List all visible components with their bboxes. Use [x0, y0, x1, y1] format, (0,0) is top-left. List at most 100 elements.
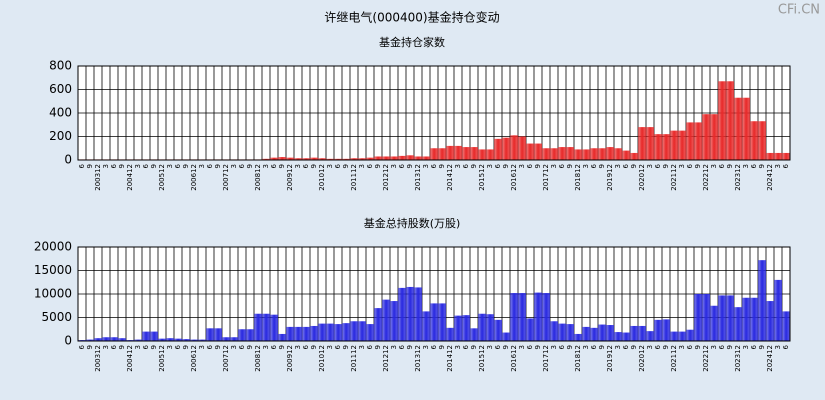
bar: [758, 121, 766, 160]
x-tick-label: 6: [238, 344, 246, 349]
y-tick-label: 0: [64, 153, 72, 167]
x-tick-label: 6: [526, 344, 534, 349]
bar: [670, 331, 678, 341]
x-tick-label: 9: [246, 164, 254, 168]
x-tick-label: 202412: [766, 164, 774, 191]
bar: [622, 332, 630, 341]
bar: [694, 294, 702, 341]
bar: [430, 148, 438, 160]
bar: [342, 158, 350, 160]
bar: [366, 324, 374, 341]
bar: [142, 331, 150, 341]
bar: [110, 337, 118, 341]
x-tick-label: 3: [262, 345, 270, 349]
bar: [566, 324, 574, 341]
bar: [334, 324, 342, 341]
x-tick-label: 3: [390, 345, 398, 349]
bar: [454, 315, 462, 341]
bar: [166, 338, 174, 341]
y-tick-label: 5000: [41, 310, 72, 324]
x-tick-label: 200512: [158, 345, 166, 372]
x-tick-label: 3: [518, 164, 526, 168]
bar: [310, 157, 318, 160]
x-tick-label: 201212: [382, 345, 390, 372]
x-tick-label: 6: [494, 163, 502, 168]
x-tick-label: 3: [454, 345, 462, 349]
x-tick-label: 6: [622, 344, 630, 349]
bar: [534, 143, 542, 160]
bar: [502, 137, 510, 160]
x-tick-label: 6: [142, 163, 150, 168]
bar: [454, 145, 462, 160]
x-tick-label: 9: [502, 164, 510, 168]
x-tick-label: 3: [390, 164, 398, 168]
bar: [350, 158, 358, 160]
bar: [246, 329, 254, 341]
bar: [694, 122, 702, 160]
x-tick-label: 201812: [574, 345, 582, 372]
x-tick-label: 6: [462, 344, 470, 349]
bar: [550, 148, 558, 160]
x-tick-label: 202012: [638, 345, 646, 372]
x-tick-label: 201812: [574, 164, 582, 191]
x-tick-label: 202112: [670, 164, 678, 191]
x-tick-label: 9: [662, 345, 670, 349]
bar: [350, 321, 358, 341]
x-tick-label: 9: [534, 345, 542, 349]
bar: [382, 156, 390, 160]
x-tick-label: 6: [430, 163, 438, 168]
bar: [646, 127, 654, 160]
y-tick-label: 15000: [34, 263, 72, 277]
x-tick-label: 9: [374, 345, 382, 349]
x-tick-label: 3: [134, 345, 142, 349]
x-tick-label: 3: [326, 164, 334, 168]
bar: [486, 149, 494, 160]
bar: [278, 157, 286, 160]
bar: [518, 136, 526, 160]
x-tick-label: 6: [590, 344, 598, 349]
bar: [94, 338, 102, 341]
x-tick-label: 6: [398, 344, 406, 349]
x-tick-label: 201412: [446, 164, 454, 191]
bar: [238, 329, 246, 341]
bar: [118, 338, 126, 341]
bar: [590, 148, 598, 160]
y-tick-label: 20000: [34, 240, 72, 254]
x-tick-label: 9: [118, 164, 126, 168]
x-tick-label: 3: [294, 345, 302, 349]
bar: [358, 321, 366, 341]
x-tick-label: 3: [358, 345, 366, 349]
x-tick-label: 6: [270, 344, 278, 349]
bar: [326, 323, 334, 341]
bar: [422, 156, 430, 160]
bar: [582, 149, 590, 160]
plot-border: [77, 65, 791, 161]
x-tick-label: 9: [694, 164, 702, 168]
x-tick-label: 6: [78, 344, 86, 349]
y-tick-label: 600: [49, 82, 72, 96]
bar: [726, 295, 734, 341]
bar: [406, 155, 414, 160]
bar: [630, 325, 638, 341]
x-tick-label: 6: [718, 344, 726, 349]
x-tick-label: 201512: [478, 345, 486, 372]
bar: [150, 331, 158, 341]
x-tick-label: 3: [518, 345, 526, 349]
x-tick-label: 9: [438, 345, 446, 349]
bar: [734, 97, 742, 160]
x-tick-label: 3: [710, 164, 718, 168]
x-tick-label: 200512: [158, 164, 166, 191]
bar: [782, 152, 790, 160]
x-tick-label: 200912: [286, 164, 294, 191]
bar: [598, 148, 606, 160]
x-tick-label: 9: [662, 164, 670, 168]
x-tick-label: 3: [102, 345, 110, 349]
bar: [390, 301, 398, 341]
x-tick-label: 202412: [766, 345, 774, 372]
x-tick-label: 201212: [382, 164, 390, 191]
x-tick-label: 3: [742, 345, 750, 349]
x-tick-label: 200312: [94, 164, 102, 191]
bar: [574, 149, 582, 160]
bar: [374, 156, 382, 160]
